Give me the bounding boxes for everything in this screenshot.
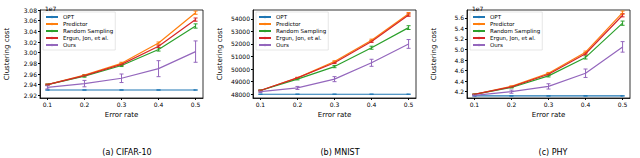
svg-text:0.1: 0.1 [43, 101, 53, 108]
svg-text:4.8: 4.8 [454, 57, 464, 64]
svg-text:0.5: 0.5 [618, 101, 628, 108]
svg-text:0.1: 0.1 [256, 101, 266, 108]
svg-text:Ours: Ours [63, 42, 76, 48]
svg-text:0.1: 0.1 [470, 101, 480, 108]
svg-text:4.6: 4.6 [454, 67, 464, 74]
svg-text:(b) MNIST: (b) MNIST [320, 148, 359, 157]
svg-text:1e7: 1e7 [45, 5, 57, 12]
svg-text:OPT: OPT [490, 14, 502, 20]
svg-text:3.08: 3.08 [24, 7, 38, 14]
svg-text:Random Sampling: Random Sampling [490, 28, 540, 35]
svg-text:Random Sampling: Random Sampling [276, 28, 326, 35]
svg-text:Error rate: Error rate [105, 111, 139, 119]
svg-text:4.4: 4.4 [454, 78, 464, 85]
svg-text:1e7: 1e7 [472, 5, 484, 12]
svg-text:Ours: Ours [276, 42, 289, 48]
svg-text:Clustering cost: Clustering cost [430, 28, 438, 81]
svg-text:0.4: 0.4 [367, 101, 377, 108]
svg-text:5.4: 5.4 [454, 25, 464, 32]
svg-text:Ergun, Jon, et al.: Ergun, Jon, et al. [63, 35, 109, 42]
svg-text:3.00: 3.00 [24, 49, 38, 56]
svg-text:49000: 49000 [231, 78, 250, 85]
svg-text:Ergun, Jon, et al.: Ergun, Jon, et al. [276, 35, 322, 42]
svg-text:Predictor: Predictor [490, 21, 515, 27]
svg-text:0.3: 0.3 [117, 101, 127, 108]
svg-text:50000: 50000 [231, 66, 250, 73]
svg-text:3.06: 3.06 [24, 17, 38, 24]
svg-text:OPT: OPT [276, 14, 288, 20]
svg-text:Random Sampling: Random Sampling [63, 28, 113, 35]
svg-text:3.04: 3.04 [24, 28, 38, 35]
svg-text:5.2: 5.2 [454, 35, 464, 42]
svg-text:0.4: 0.4 [581, 101, 591, 108]
svg-text:Clustering cost: Clustering cost [3, 28, 11, 81]
svg-text:0.5: 0.5 [191, 101, 201, 108]
svg-text:Clustering cost: Clustering cost [216, 28, 224, 81]
svg-text:53000: 53000 [231, 28, 250, 35]
svg-text:Error rate: Error rate [318, 111, 352, 119]
svg-text:OPT: OPT [63, 14, 75, 20]
svg-text:0.3: 0.3 [330, 101, 340, 108]
svg-text:0.5: 0.5 [404, 101, 414, 108]
svg-text:2.92: 2.92 [24, 92, 38, 99]
svg-text:0.2: 0.2 [80, 101, 90, 108]
svg-text:0.4: 0.4 [154, 101, 164, 108]
svg-text:52000: 52000 [231, 40, 250, 47]
svg-text:2.98: 2.98 [24, 60, 38, 67]
svg-text:2.94: 2.94 [24, 81, 38, 88]
svg-text:5.0: 5.0 [454, 46, 464, 53]
svg-text:54000: 54000 [231, 15, 250, 22]
svg-text:Error rate: Error rate [532, 111, 566, 119]
svg-text:3.02: 3.02 [24, 39, 38, 46]
svg-text:Predictor: Predictor [276, 21, 301, 27]
svg-text:(a) CIFAR-10: (a) CIFAR-10 [102, 148, 151, 157]
svg-text:Ergun, Jon, et al.: Ergun, Jon, et al. [490, 35, 536, 42]
svg-text:2.96: 2.96 [24, 71, 38, 78]
svg-text:Predictor: Predictor [63, 21, 88, 27]
svg-text:Ours: Ours [490, 42, 503, 48]
svg-text:5.6: 5.6 [454, 14, 464, 21]
svg-text:(c) PHY: (c) PHY [539, 148, 568, 157]
svg-text:48000: 48000 [231, 91, 250, 98]
svg-text:0.3: 0.3 [544, 101, 554, 108]
svg-text:0.2: 0.2 [507, 101, 517, 108]
svg-text:4.2: 4.2 [454, 88, 464, 95]
svg-text:51000: 51000 [231, 53, 250, 60]
svg-text:0.2: 0.2 [293, 101, 303, 108]
